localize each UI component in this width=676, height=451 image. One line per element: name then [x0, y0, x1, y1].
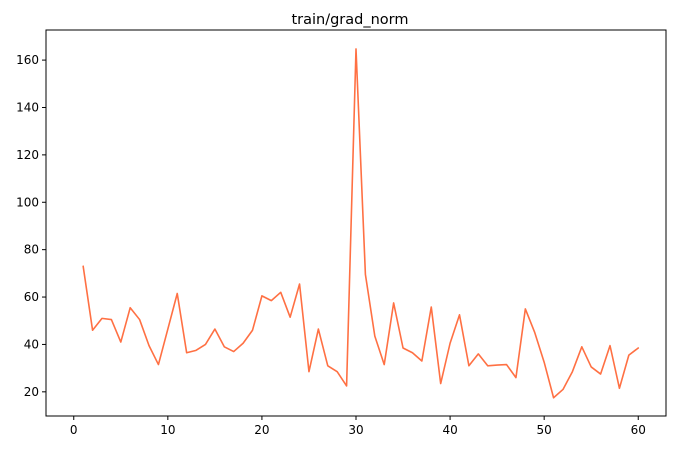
chart-title: train/grad_norm — [291, 12, 408, 28]
y-tick-label: 120 — [16, 148, 39, 162]
y-tick-label: 40 — [24, 337, 39, 351]
y-tick-label: 160 — [16, 53, 39, 67]
y-tick-label: 80 — [24, 243, 39, 257]
axes-frame — [45, 29, 667, 417]
y-tick-label: 140 — [16, 100, 39, 114]
x-tick-label: 40 — [442, 423, 457, 437]
x-tick-label: 60 — [631, 423, 646, 437]
y-tick-label: 100 — [16, 195, 39, 209]
series-line-0 — [82, 48, 640, 399]
x-tick-label: 50 — [537, 423, 552, 437]
x-tick-label: 20 — [254, 423, 269, 437]
x-tick-label: 0 — [70, 423, 78, 437]
y-axis: 20 40 60 80 100 120 140 160 — [16, 53, 46, 399]
x-tick-label: 30 — [348, 423, 363, 437]
y-tick-label: 60 — [24, 290, 39, 304]
x-axis: 0 10 20 30 40 50 60 — [70, 416, 646, 437]
y-tick-label: 20 — [24, 385, 39, 399]
x-tick-label: 10 — [160, 423, 175, 437]
series-layer — [82, 48, 640, 399]
